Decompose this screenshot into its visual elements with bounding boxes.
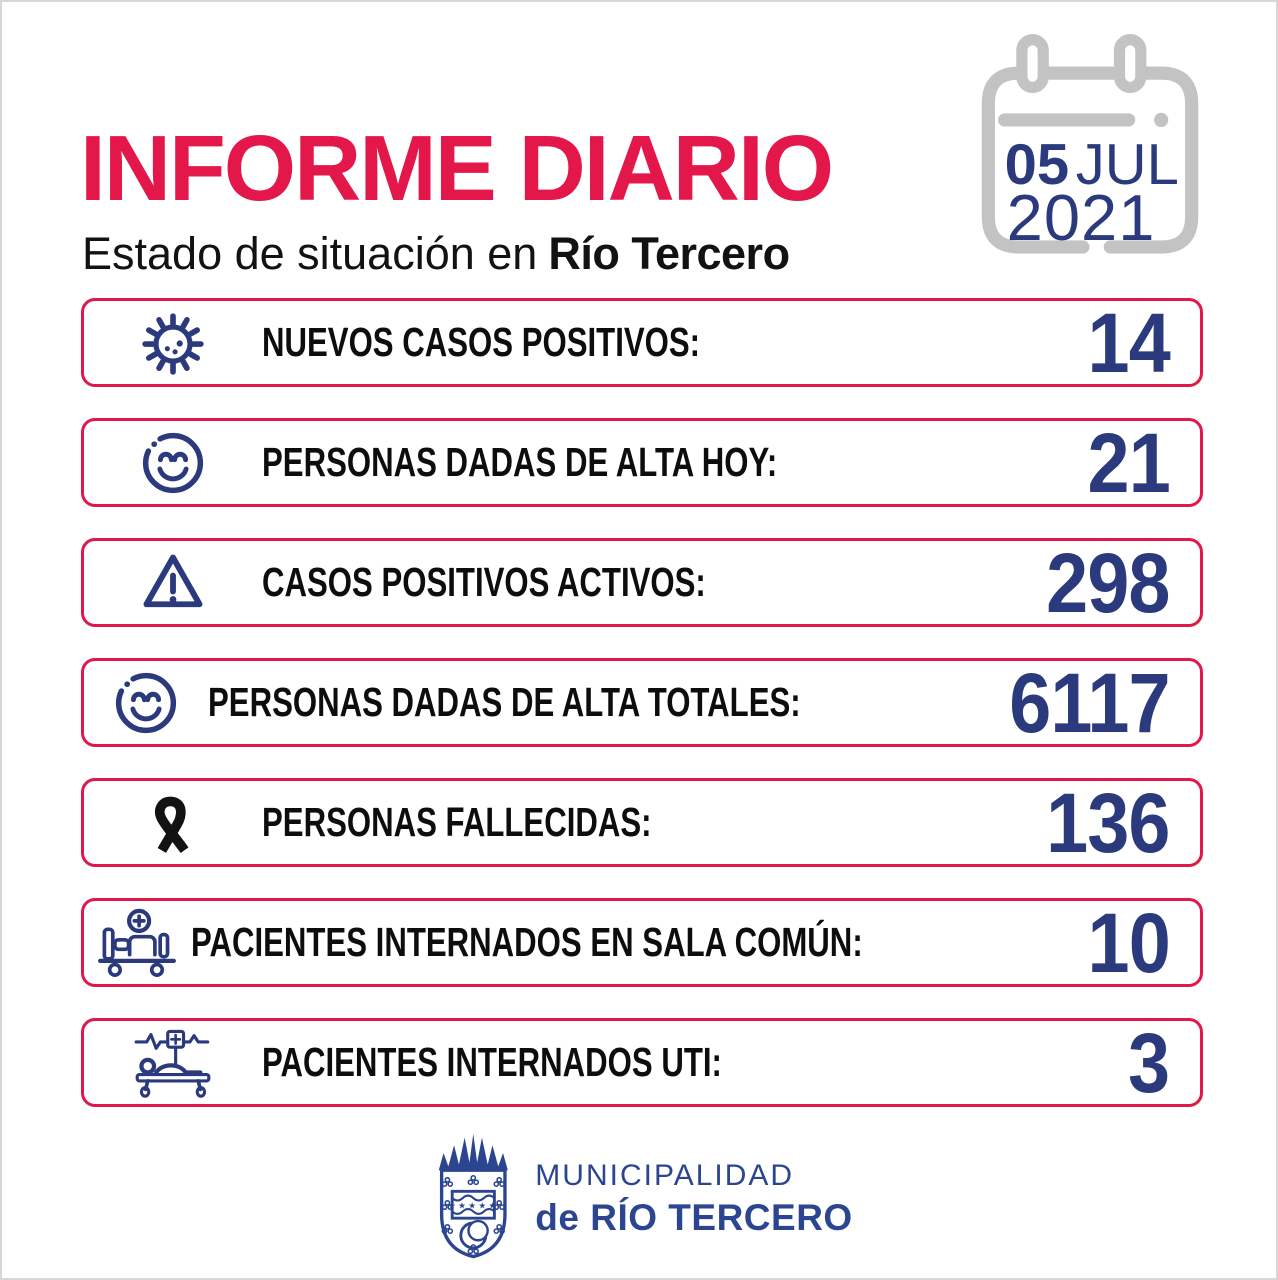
stat-row-internados-sala-comun: PACIENTES INTERNADOS EN SALA COMÚN: 10 xyxy=(81,898,1203,987)
stat-label: CASOS POSITIVOS ACTIVOS: xyxy=(262,559,706,605)
stats-list: NUEVOS CASOS POSITIVOS: 14 PERSONAS DADA… xyxy=(81,298,1203,1138)
stat-value: 6117 xyxy=(1008,655,1170,750)
stat-label: PERSONAS DADAS DE ALTA TOTALES: xyxy=(207,679,801,725)
stat-row-fallecidas: PERSONAS FALLECIDAS: 136 xyxy=(81,778,1203,867)
virus-icon xyxy=(142,312,204,375)
stat-row-nuevos-casos: NUEVOS CASOS POSITIVOS: 14 xyxy=(81,298,1203,387)
icu-bed-icon xyxy=(134,1029,211,1098)
stat-value: 10 xyxy=(1087,895,1170,990)
smiley-face-icon xyxy=(142,432,204,493)
calendar-year: 2021 xyxy=(1007,181,1156,254)
stars-band: ★★★★★ xyxy=(448,1202,499,1212)
calendar-icon: 05 JUL 2021 xyxy=(981,34,1199,254)
subtitle-city: Río Tercero xyxy=(548,228,790,279)
stat-label: PERSONAS FALLECIDAS: xyxy=(262,799,652,845)
page-title: INFORME DIARIO xyxy=(80,116,834,220)
stat-label: PERSONAS DADAS DE ALTA HOY: xyxy=(262,439,778,485)
stat-value: 298 xyxy=(1045,535,1170,630)
stat-row-altas-totales: PERSONAS DADAS DE ALTA TOTALES: 6117 xyxy=(81,658,1203,747)
stat-value: 21 xyxy=(1087,415,1170,510)
subtitle-prefix: Estado de situación en xyxy=(82,228,538,279)
stat-row-casos-activos: CASOS POSITIVOS ACTIVOS: 298 xyxy=(81,538,1203,627)
calendar-month: JUL xyxy=(1076,133,1179,197)
stat-row-internados-uti: PACIENTES INTERNADOS UTI: 3 xyxy=(81,1018,1203,1107)
page-subtitle: Estado de situación en Río Tercero xyxy=(82,228,790,280)
mourning-ribbon-icon xyxy=(154,796,189,853)
municipality-logo: ★★★★★ MUNICIPALIDAD de RÍO TERCERO xyxy=(425,1128,852,1270)
smiley-face-icon xyxy=(115,672,177,733)
stat-label: PACIENTES INTERNADOS EN SALA COMÚN: xyxy=(190,919,863,965)
stat-label: PACIENTES INTERNADOS UTI: xyxy=(262,1039,722,1085)
hospital-bed-icon xyxy=(98,908,177,977)
warning-triangle-icon xyxy=(143,554,203,607)
calendar-dot xyxy=(1154,112,1169,128)
shield-ornaments xyxy=(441,1175,505,1255)
stat-label: NUEVOS CASOS POSITIVOS: xyxy=(262,319,701,365)
stat-value: 3 xyxy=(1128,1015,1170,1110)
coat-of-arms-icon: ★★★★★ xyxy=(438,1133,508,1259)
calendar-day: 05 xyxy=(1005,133,1069,197)
stat-row-altas-hoy: PERSONAS DADAS DE ALTA HOY: 21 xyxy=(81,418,1203,507)
sun-rays xyxy=(438,1133,508,1171)
org-name: MUNICIPALIDAD xyxy=(535,1159,795,1192)
stat-value: 136 xyxy=(1045,775,1170,870)
stat-value: 14 xyxy=(1087,295,1170,390)
org-city: de RÍO TERCERO xyxy=(535,1197,853,1238)
